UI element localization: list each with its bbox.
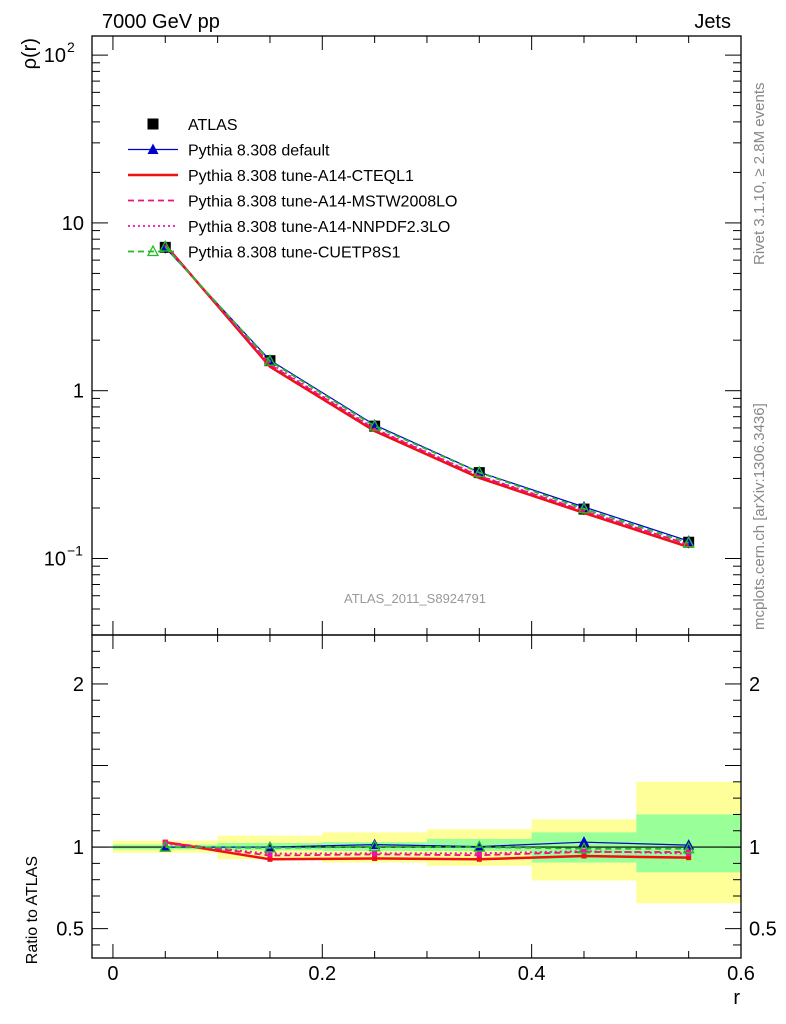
y-tick-label-main: 1	[73, 381, 84, 403]
legend-marker	[146, 244, 160, 257]
ratio-series-marker	[686, 855, 692, 861]
main-series-line	[164, 245, 689, 547]
legend-label: Pythia 8.308 tune-A14-CTEQL1	[188, 168, 414, 185]
ratio-series-marker	[476, 856, 482, 862]
ratio-frame	[91, 634, 742, 959]
y-tick-label-ratio-left: 0.5	[56, 919, 84, 941]
ratio-series-line	[165, 845, 689, 850]
ratio-series-marker	[162, 841, 168, 847]
ratio-bands	[92, 781, 741, 904]
y-tick-label-main-0.1: 10	[44, 548, 66, 570]
ratio-series-marker	[473, 840, 485, 852]
ratio-series-marker	[372, 850, 378, 856]
main-series-line	[164, 244, 690, 549]
legend-label: ATLAS	[188, 117, 238, 134]
main-ylabel: ρ(r)	[19, 38, 41, 69]
ratio-series-marker	[473, 840, 486, 852]
ratio-series-marker	[372, 855, 378, 861]
y-tick-label-ratio-right: 2	[749, 674, 760, 696]
ratio-series-marker	[368, 839, 381, 852]
ratio-series-marker	[267, 856, 273, 862]
ratio-series-marker	[578, 836, 590, 847]
ratio-series-marker	[686, 851, 692, 857]
ratio-series-line	[165, 841, 689, 857]
x-tick-label: 0.4	[518, 963, 546, 985]
ratio-series-layer	[159, 836, 695, 862]
y-tick-label-ratio-left: 2	[73, 674, 84, 696]
y-tick-label-main-100: 10	[44, 45, 66, 67]
main-series-marker	[473, 465, 486, 478]
ratio-series-marker	[476, 850, 482, 856]
x-tick-label: 0.2	[308, 963, 336, 985]
main-series-layer	[159, 239, 695, 549]
main-series-line	[164, 247, 689, 542]
main-series-marker	[159, 239, 172, 252]
ratio-series-marker	[581, 853, 587, 859]
legend-marker	[147, 143, 159, 154]
y-tick-label-ratio-right: 1	[749, 837, 760, 859]
ratio-series-line	[165, 841, 689, 848]
legend: ATLAS Pythia 8.308 default Pythia 8.308 tu…	[128, 117, 457, 262]
main-series-marker	[682, 535, 695, 548]
main-series-marker	[263, 354, 277, 366]
ratio-series-marker	[159, 840, 172, 852]
ratio-series-line	[165, 842, 689, 855]
ratio-series-line	[165, 840, 689, 861]
ratio-series-marker	[263, 840, 277, 853]
y-tick-label-ratio-right: 0.5	[749, 919, 777, 941]
x-tick-label: 0.6	[727, 963, 755, 985]
main-series-marker	[577, 501, 591, 514]
header-right: Jets	[694, 11, 731, 33]
ratio-series-marker	[159, 841, 171, 852]
ratio-xlabel: r	[733, 987, 740, 1009]
main-series-line	[164, 244, 689, 546]
y-tick-label-main-0.1-exponent: −1	[67, 542, 83, 558]
ratio-series-marker	[581, 848, 587, 854]
main-series-marker	[368, 419, 381, 431]
header-left: 7000 GeV pp	[102, 11, 220, 33]
rivet-label: Rivet 3.1.10, ≥ 2.8M events	[751, 83, 768, 266]
source-label: mcplots.cern.ch [arXiv:1306.3436]	[751, 403, 768, 630]
ratio-series-marker	[267, 851, 273, 857]
legend-label: Pythia 8.308 default	[188, 143, 330, 160]
legend-label: Pythia 8.308 tune-A14-MSTW2008LO	[188, 194, 457, 211]
y-tick-label-main-100-exponent: 2	[67, 39, 75, 55]
watermark: ATLAS_2011_S8924791	[344, 591, 486, 606]
ratio-ylabel: Ratio to ATLAS	[24, 856, 41, 964]
ratio-series-marker	[682, 841, 695, 854]
x-tick-label: 0	[107, 963, 118, 985]
legend-marker	[147, 118, 159, 130]
y-tick-label-ratio-left: 1	[73, 837, 84, 859]
legend-label: Pythia 8.308 tune-A14-NNPDF2.3LO	[188, 219, 450, 236]
legend-label: Pythia 8.308 tune-CUETP8S1	[188, 245, 401, 262]
main-series-line	[164, 246, 689, 544]
ratio-series-marker	[577, 841, 591, 854]
y-tick-label-main: 10	[62, 213, 84, 235]
